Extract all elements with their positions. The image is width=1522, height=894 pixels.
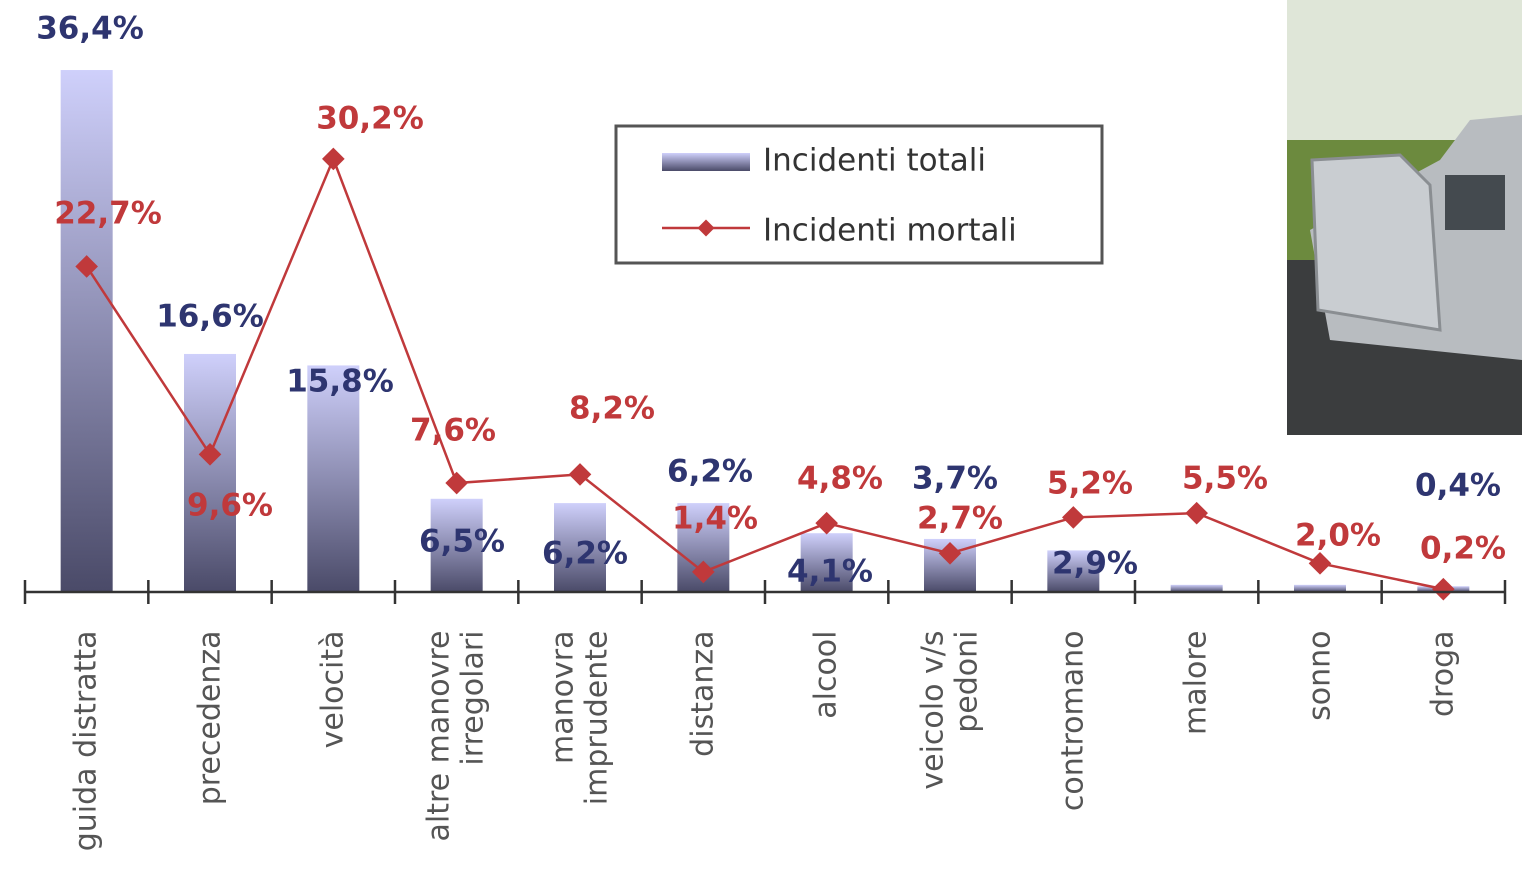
- data-label: 22,7%: [54, 196, 162, 232]
- bar: [430, 498, 483, 592]
- data-label: 6,2%: [667, 454, 753, 490]
- data-label: 8,2%: [569, 391, 655, 427]
- marker: [1432, 577, 1455, 601]
- data-label: 6,5%: [419, 524, 505, 560]
- data-label: 6,2%: [542, 536, 628, 572]
- data-label: 2,9%: [1052, 546, 1138, 582]
- data-label: 2,0%: [1295, 518, 1381, 554]
- legend-label: Incidenti mortali: [763, 213, 1017, 249]
- data-label: 7,6%: [410, 413, 496, 449]
- x-tick-label: precedenza: [192, 630, 227, 805]
- data-label: 15,8%: [286, 364, 394, 400]
- x-tick-label: sonno: [1302, 630, 1337, 721]
- data-label: 4,8%: [797, 461, 883, 497]
- photo: [1287, 0, 1522, 435]
- x-tick-label: guida distratta: [68, 630, 104, 851]
- x-tick-label: altre manovre irregolari: [421, 630, 491, 842]
- data-label: 5,5%: [1182, 461, 1268, 497]
- data-label: 4,1%: [787, 554, 873, 590]
- line: [85, 155, 1444, 591]
- legend-swatch: [697, 219, 715, 237]
- data-label: 3,7%: [912, 461, 998, 497]
- marker: [75, 255, 98, 278]
- marker: [322, 147, 345, 171]
- marker: [445, 471, 468, 495]
- marker: [1062, 506, 1085, 529]
- bar: [184, 353, 236, 592]
- bar: [1294, 584, 1346, 592]
- legend-swatch: [662, 153, 750, 171]
- bar: [800, 533, 853, 592]
- marker: [1308, 552, 1332, 575]
- data-label: 30,2%: [316, 101, 424, 137]
- x-tick-label: manovra imprudente: [545, 630, 614, 805]
- data-label: 0,2%: [1420, 531, 1506, 567]
- data-label: 9,6%: [187, 488, 273, 524]
- data-label: 0,4%: [1415, 468, 1501, 504]
- data-label: 5,2%: [1047, 466, 1133, 502]
- bar: [307, 365, 360, 592]
- x-tick-label: veicolo v/s pedoni: [915, 630, 984, 790]
- marker: [568, 463, 592, 486]
- marker: [938, 541, 962, 565]
- marker: [692, 560, 715, 584]
- x-tick-label: velocità: [315, 630, 351, 748]
- legend: Incidenti totali Incidenti mortali: [614, 124, 1104, 265]
- x-tick-label: droga: [1425, 630, 1461, 717]
- bar: [60, 70, 113, 593]
- x-tick-label: malore: [1178, 630, 1214, 735]
- data-label: 36,4%: [36, 11, 144, 47]
- data-label: 2,7%: [917, 501, 1003, 537]
- bar: [554, 503, 606, 592]
- marker: [815, 511, 838, 535]
- marker: [1185, 501, 1208, 525]
- data-label: 1,4%: [672, 501, 758, 537]
- x-tick-label: alcool: [808, 630, 844, 719]
- bar: [1170, 584, 1223, 592]
- bar: [1047, 550, 1100, 592]
- x-tick-label: distanza: [685, 630, 721, 757]
- legend-label: Incidenti totali: [763, 143, 986, 179]
- x-tick-label: contromano: [1055, 630, 1091, 811]
- data-label: 16,6%: [156, 299, 264, 335]
